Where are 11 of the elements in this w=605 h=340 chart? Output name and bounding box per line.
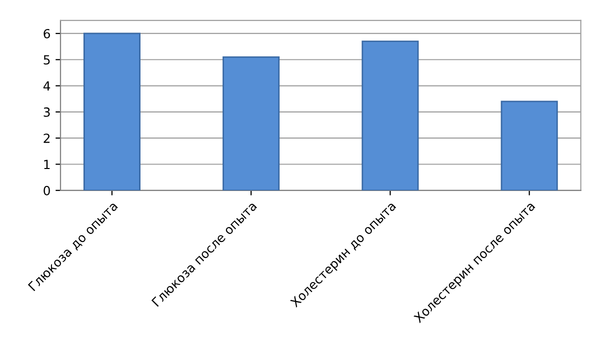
y-tick-label: 0 — [44, 186, 50, 196]
y-tick-label: 6 — [44, 28, 50, 38]
bar — [362, 40, 419, 190]
y-tick-label: 5 — [44, 55, 50, 65]
y-tick-label: 2 — [44, 134, 50, 143]
bar — [500, 100, 558, 190]
y-tick-label: 1 — [44, 160, 50, 169]
y-tick-label: 4 — [43, 81, 50, 91]
bar — [222, 56, 280, 190]
y-tick-label: 3 — [44, 107, 50, 117]
bar — [83, 32, 140, 190]
